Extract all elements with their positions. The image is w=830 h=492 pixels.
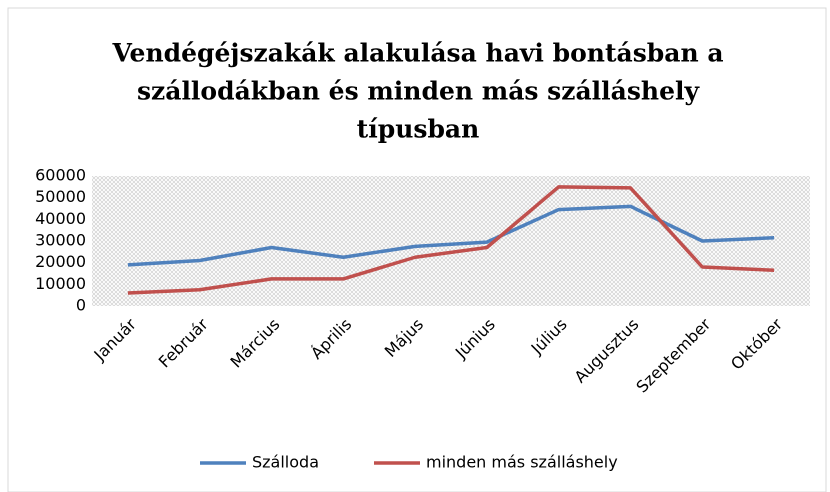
y-tick-label: 40000 [35, 209, 86, 228]
x-tick-label: Október [727, 314, 786, 373]
y-tick-label: 20000 [35, 252, 86, 271]
plot-area [92, 176, 810, 306]
y-tick-label: 50000 [35, 187, 86, 206]
legend-label: Szálloda [252, 453, 319, 472]
y-tick-label: 30000 [35, 231, 86, 250]
x-tick-label: Május [381, 315, 427, 361]
x-tick-label: Június [451, 315, 499, 363]
chart-title: Vendégéjszakák alakulása havi bontásban … [111, 39, 723, 68]
legend-label: minden más szálláshely [426, 453, 618, 472]
y-tick-label: 10000 [35, 274, 86, 293]
chart-border [7, 7, 827, 492]
x-tick-label: Március [227, 315, 284, 372]
y-tick-label: 60000 [35, 166, 86, 185]
x-tick-label: Szeptember [632, 314, 714, 396]
x-tick-label: Augusztus [570, 315, 642, 387]
data-line [127, 204, 775, 267]
chart-title: szállodákban és minden más szálláshely [137, 77, 701, 106]
x-tick-label: Január [90, 314, 141, 365]
x-tick-label: Április [307, 315, 355, 363]
data-line [127, 185, 775, 295]
x-tick-label: Július [527, 315, 571, 359]
x-tick-label: Február [155, 314, 212, 371]
y-tick-label: 0 [76, 296, 86, 315]
chart-title: típusban [357, 115, 480, 144]
